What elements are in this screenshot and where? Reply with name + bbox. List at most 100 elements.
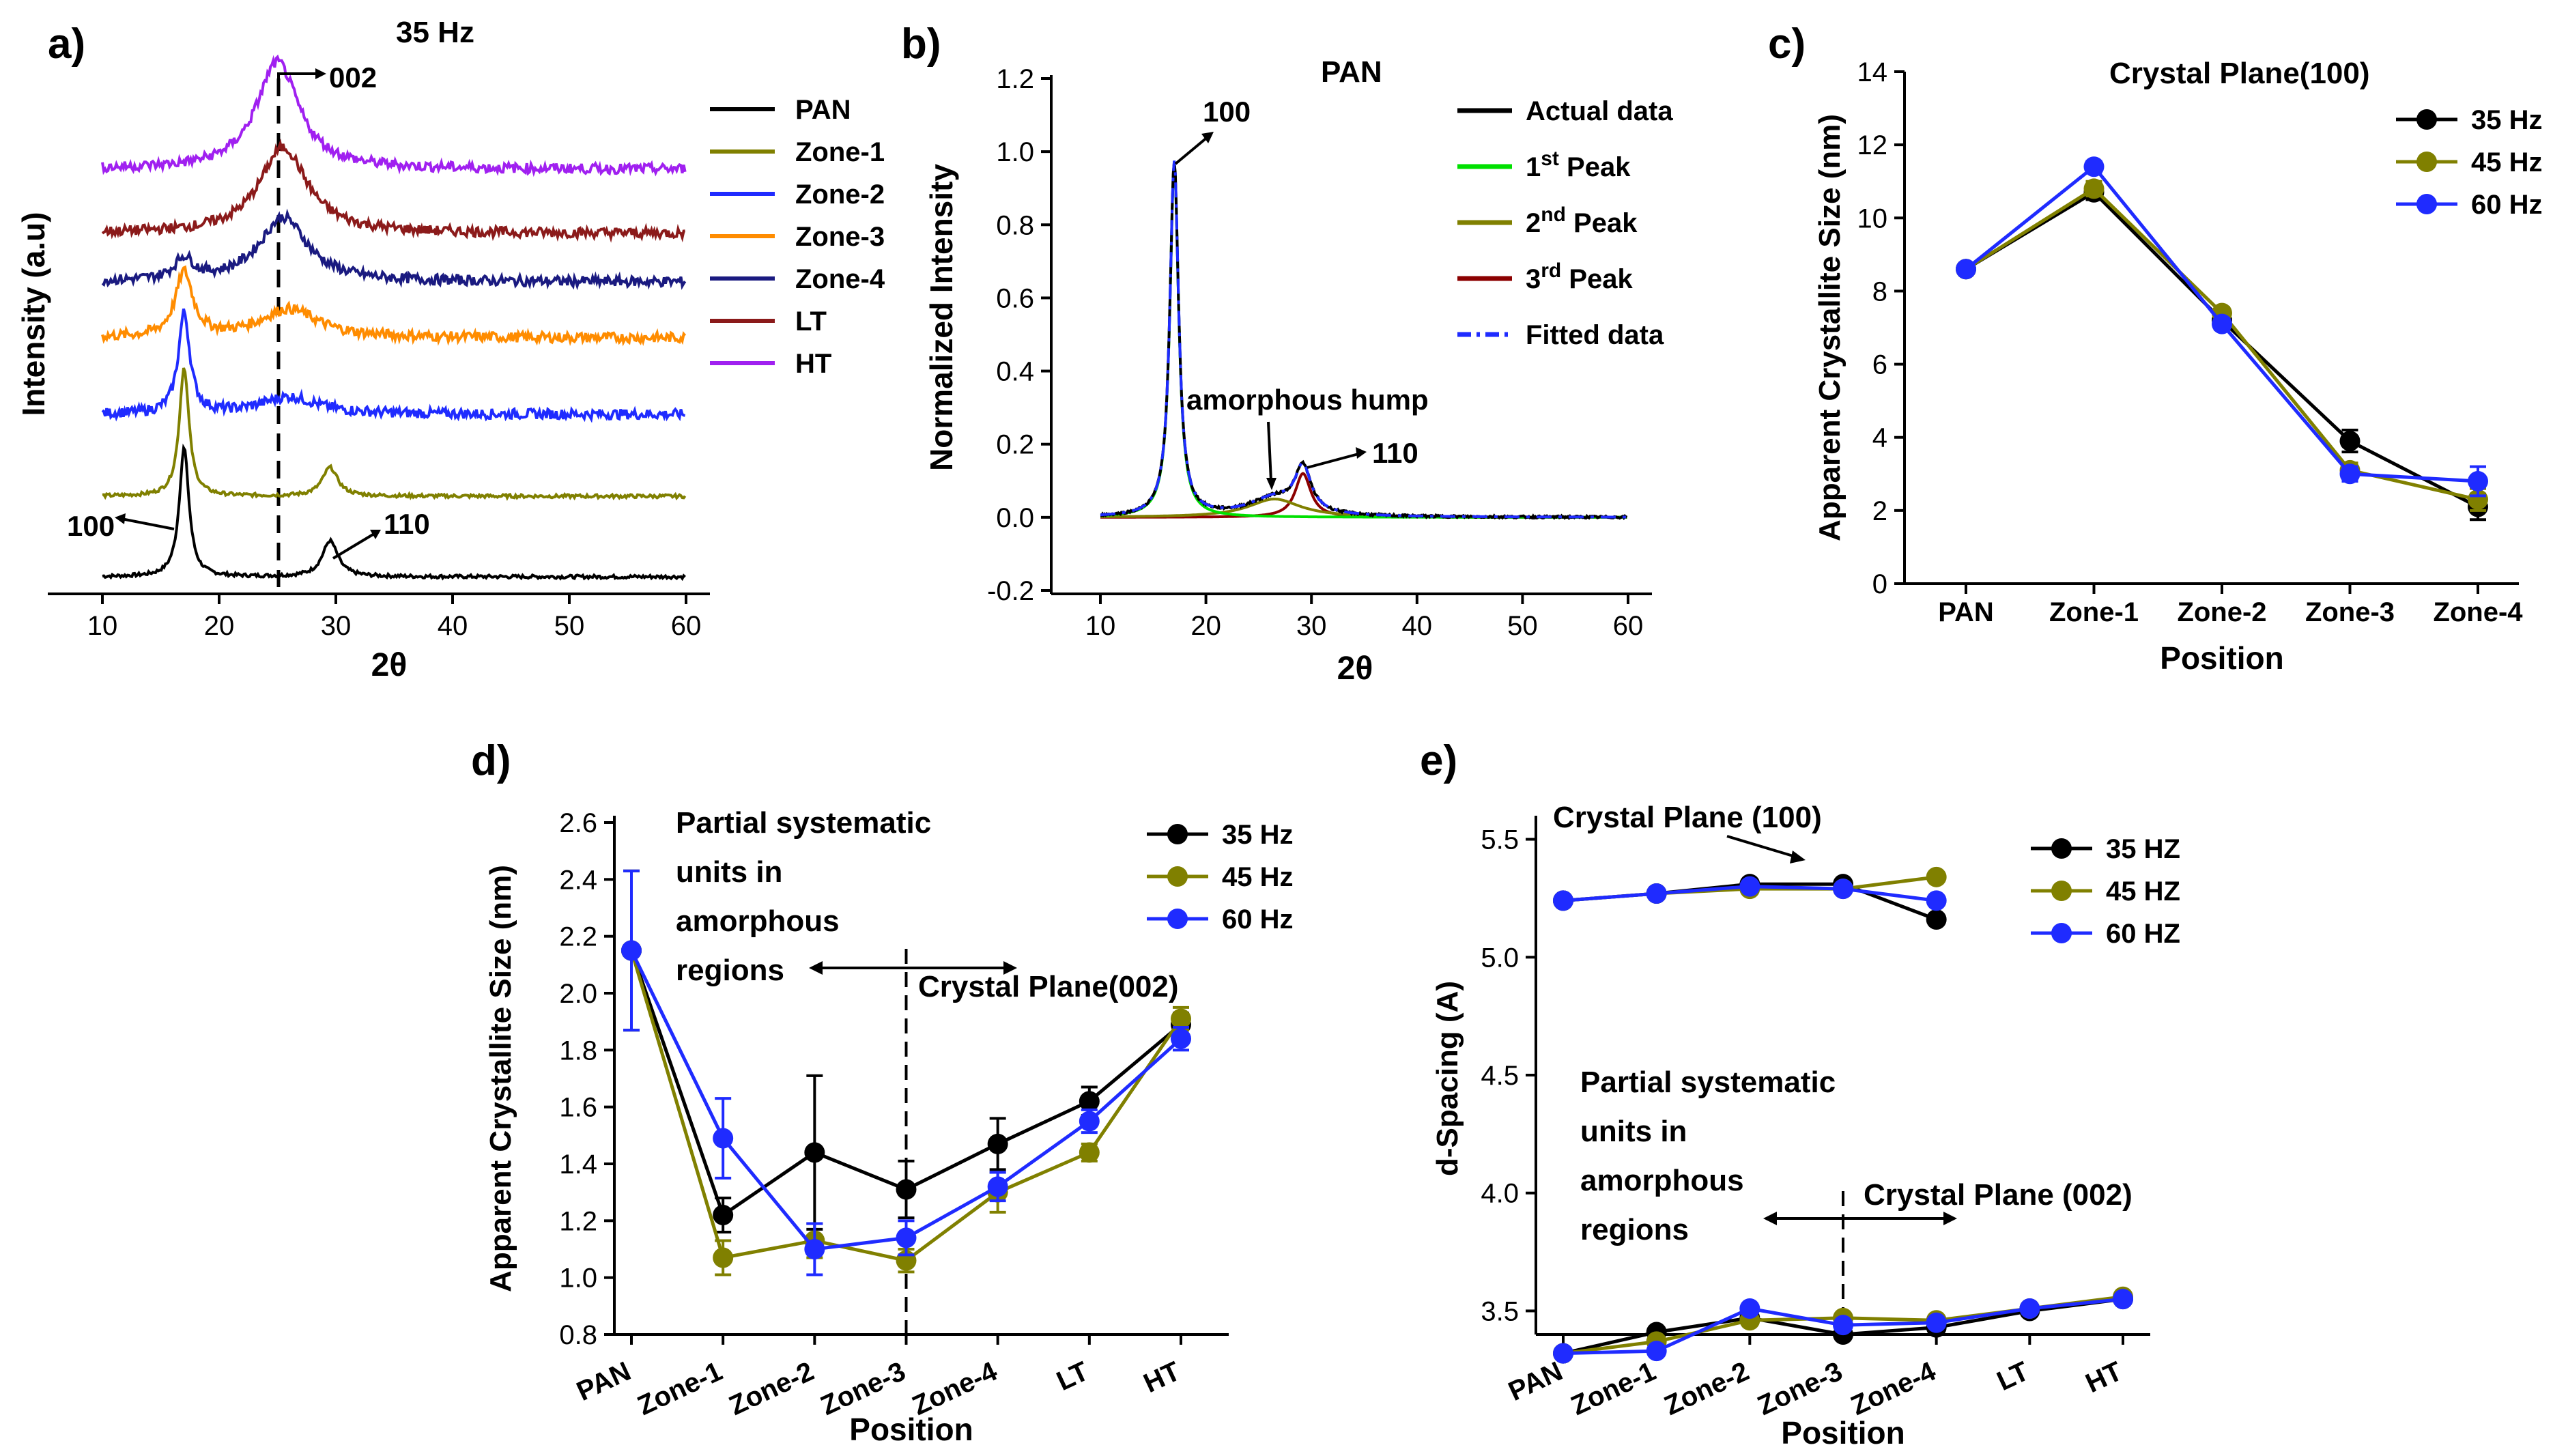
panel-c-point bbox=[2468, 489, 2488, 510]
panel-b-legend-label: 1st Peak bbox=[1526, 147, 1631, 182]
panel-e-xtick-label: Zone-4 bbox=[1846, 1356, 1941, 1421]
panel-c-xtick-label: Zone-2 bbox=[2177, 597, 2266, 627]
panel-a-xtick-label: 10 bbox=[87, 611, 118, 641]
panel-b-ytick-label: 0.2 bbox=[996, 430, 1034, 460]
panel-c-point bbox=[2468, 471, 2488, 491]
panel-b-xtick-label: 60 bbox=[1613, 611, 1644, 641]
panel-a-legend-label: Zone-3 bbox=[795, 222, 885, 252]
panel-d-point bbox=[1171, 1008, 1191, 1029]
panel-e-label: e) bbox=[1420, 737, 1457, 784]
panel-b-xtick-label: 40 bbox=[1402, 611, 1433, 641]
panel-e-legend-marker bbox=[2051, 923, 2072, 943]
panel-c-line-45-hz bbox=[1965, 186, 2479, 502]
panel-c-legend-marker bbox=[2416, 194, 2437, 214]
panel-e-point bbox=[1926, 909, 1947, 930]
panel-d-legend-label: 35 Hz bbox=[1222, 820, 1294, 850]
panel-b-ylabel: Normalized Intensity bbox=[924, 164, 959, 471]
panel-d-point bbox=[896, 1179, 917, 1200]
panel-c-point bbox=[2083, 178, 2105, 199]
panel-a-legend-label: Zone-4 bbox=[795, 264, 885, 294]
panel-b-xlabel: 2θ bbox=[1337, 651, 1373, 687]
panel-d-xtick-label: Zone-2 bbox=[725, 1356, 818, 1421]
panel-a-title: 35 Hz bbox=[396, 16, 474, 49]
panel-a-legend-label: LT bbox=[795, 306, 827, 337]
panel-e-arrowhead-right bbox=[1943, 1212, 1957, 1225]
panel-d-annotation-left-line: regions bbox=[676, 954, 784, 987]
panel-d-annotation-left-line: Partial systematic bbox=[676, 806, 931, 840]
panel-c-line-35-hz bbox=[1965, 190, 2479, 509]
panel-d-point bbox=[621, 940, 642, 961]
panel-d-ytick-label: 2.4 bbox=[559, 865, 597, 895]
panel-d-point bbox=[987, 1176, 1008, 1197]
panel-e-point bbox=[1646, 1341, 1667, 1362]
panel-b-legend-label: Actual data bbox=[1526, 96, 1673, 126]
panel-e-legend-label: 60 HZ bbox=[2106, 919, 2180, 949]
panel-e-xtick-label: Zone-1 bbox=[1567, 1356, 1660, 1421]
panel-b-label: b) bbox=[901, 20, 941, 68]
panel-a-100-arrowhead bbox=[115, 513, 126, 524]
panel-e-annotation-top: Crystal Plane (100) bbox=[1553, 801, 1822, 834]
panel-d-annotation-right: Crystal Plane(002) bbox=[918, 970, 1179, 1003]
panel-e-arrowhead-left bbox=[1763, 1212, 1777, 1225]
panel-c-legend-label: 35 Hz bbox=[2471, 105, 2543, 135]
panel-d-ylabel: Apparent Crystallite Size (nm) bbox=[484, 865, 517, 1292]
panel-a-100-label: 100 bbox=[67, 510, 115, 542]
panel-e-annotation-right: Crystal Plane (002) bbox=[1864, 1178, 2133, 1212]
panel-a-110-arrowhead bbox=[370, 530, 381, 539]
panel-d-point bbox=[1079, 1091, 1100, 1112]
panel-c-point bbox=[2339, 431, 2361, 452]
panel-d-point bbox=[1079, 1111, 1100, 1132]
panel-e-ytick-label: 5.0 bbox=[1481, 943, 1519, 973]
panel-c-ytick-label: 6 bbox=[1872, 350, 1887, 380]
panel-a-series-zone-3 bbox=[101, 265, 687, 347]
panel-c-ytick-label: 4 bbox=[1872, 423, 1887, 453]
panel-e-point bbox=[1739, 1298, 1760, 1319]
panel-d-ytick-label: 1.4 bbox=[559, 1150, 597, 1180]
panel-d-label: d) bbox=[471, 737, 511, 784]
panel-d-legend-marker bbox=[1167, 824, 1188, 844]
panel-d-ytick-label: 1.8 bbox=[559, 1036, 597, 1066]
panel-d-xtick-label: HT bbox=[1139, 1356, 1185, 1399]
panel-d-ytick-label: 2.2 bbox=[559, 922, 597, 952]
panel-a-series-ht bbox=[101, 54, 687, 177]
panel-d-point bbox=[896, 1227, 917, 1248]
panel-d-arrowhead-right bbox=[1003, 961, 1017, 975]
panel-e-annotation-left-line: Partial systematic bbox=[1580, 1066, 1836, 1099]
panel-b-legend-label: 3rd Peak bbox=[1526, 259, 1634, 294]
panel-d-xtick-label: PAN bbox=[572, 1356, 635, 1407]
panel-c-ytick-label: 0 bbox=[1872, 569, 1887, 599]
panel-a-legend-label: PAN bbox=[795, 95, 851, 125]
panel-a-series-lt bbox=[101, 138, 685, 243]
panel-c-legend-label: 60 Hz bbox=[2471, 190, 2543, 220]
panel-a-series-zone-4 bbox=[101, 208, 687, 291]
panel-d-legend-marker bbox=[1167, 909, 1188, 929]
panel-a-series-zone-2 bbox=[101, 308, 685, 423]
panel-e-point bbox=[1926, 866, 1947, 887]
panel-e-xtick-label: Zone-3 bbox=[1753, 1356, 1846, 1421]
panel-e-point bbox=[1833, 1315, 1853, 1336]
panel-e-point bbox=[2113, 1289, 2133, 1310]
panel-a: a) 35 Hz 10 20 30 40 50 60 2θ Intensity (a.u)… bbox=[16, 16, 885, 683]
panel-c-ylabel: Apparent Crystallite Size (nm) bbox=[1813, 114, 1846, 541]
panel-c-legend-marker bbox=[2416, 152, 2437, 172]
panel-a-xtick-label: 30 bbox=[321, 611, 352, 641]
panel-d-xtick-label: LT bbox=[1052, 1356, 1093, 1397]
panel-d-ytick-label: 1.2 bbox=[559, 1206, 597, 1236]
panel-e-point bbox=[1553, 1343, 1573, 1364]
panel-c-title: Crystal Plane(100) bbox=[2109, 57, 2370, 90]
panel-e-annotation-left-line: regions bbox=[1580, 1213, 1689, 1246]
panel-b-xtick-label: 30 bbox=[1296, 611, 1327, 641]
panel-d-point bbox=[1079, 1142, 1100, 1163]
panel-b-hump-arrow bbox=[1267, 421, 1272, 482]
panel-e-ylabel: d-Spacing (A) bbox=[1431, 981, 1464, 1176]
panel-e-xtick-label: Zone-2 bbox=[1660, 1356, 1754, 1421]
panel-b-ytick-label: 0.6 bbox=[996, 283, 1034, 313]
panel-c-ytick-label: 8 bbox=[1872, 276, 1887, 306]
panel-b-title: PAN bbox=[1321, 55, 1382, 89]
panel-c-label: c) bbox=[1768, 20, 1806, 68]
panel-c-ytick-label: 14 bbox=[1857, 57, 1888, 87]
panel-e-legend-marker bbox=[2051, 838, 2072, 859]
panel-a-110-label: 110 bbox=[384, 508, 430, 540]
panel-d-point bbox=[713, 1247, 734, 1268]
